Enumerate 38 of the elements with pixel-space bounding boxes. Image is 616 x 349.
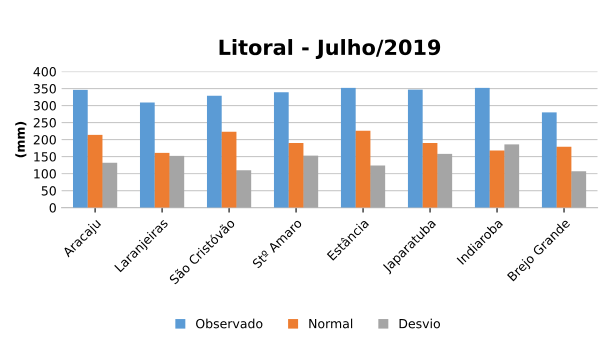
bar bbox=[474, 88, 490, 208]
bar bbox=[72, 90, 88, 208]
bar bbox=[102, 162, 118, 208]
bar bbox=[154, 152, 170, 208]
bar bbox=[422, 143, 438, 208]
y-tick-label: 350 bbox=[34, 84, 56, 94]
bar bbox=[437, 154, 452, 208]
bar bbox=[169, 156, 184, 208]
y-tick-label: 150 bbox=[34, 152, 56, 162]
bar bbox=[340, 88, 356, 208]
bar bbox=[303, 156, 318, 208]
y-tick-label: 0 bbox=[50, 203, 56, 213]
y-tick-label: 100 bbox=[34, 169, 56, 179]
legend-label: Normal bbox=[309, 318, 352, 328]
legend-label: Desvio bbox=[400, 318, 440, 328]
bar bbox=[408, 90, 423, 208]
bar bbox=[140, 102, 155, 208]
bar bbox=[556, 146, 572, 208]
y-tick-label: 300 bbox=[34, 101, 56, 110]
chart-title: Litoral - Julho/2019 bbox=[220, 39, 440, 60]
y-axis-title: (mm) bbox=[15, 122, 26, 158]
bar bbox=[88, 134, 102, 208]
y-tick-label: 250 bbox=[34, 118, 56, 128]
bar bbox=[571, 171, 586, 208]
bar bbox=[274, 92, 289, 208]
bar bbox=[356, 130, 370, 208]
bar bbox=[504, 144, 520, 208]
bar bbox=[542, 112, 557, 208]
y-tick-label: 50 bbox=[42, 186, 56, 196]
bar bbox=[206, 96, 222, 208]
y-tick-label: 400 bbox=[33, 67, 56, 76]
bar bbox=[490, 150, 504, 208]
y-tick-label: 200 bbox=[34, 135, 56, 145]
bar bbox=[222, 132, 236, 208]
legend-label: Observado bbox=[196, 318, 262, 328]
bar bbox=[288, 143, 304, 208]
bar bbox=[370, 165, 386, 208]
bar bbox=[236, 170, 252, 208]
